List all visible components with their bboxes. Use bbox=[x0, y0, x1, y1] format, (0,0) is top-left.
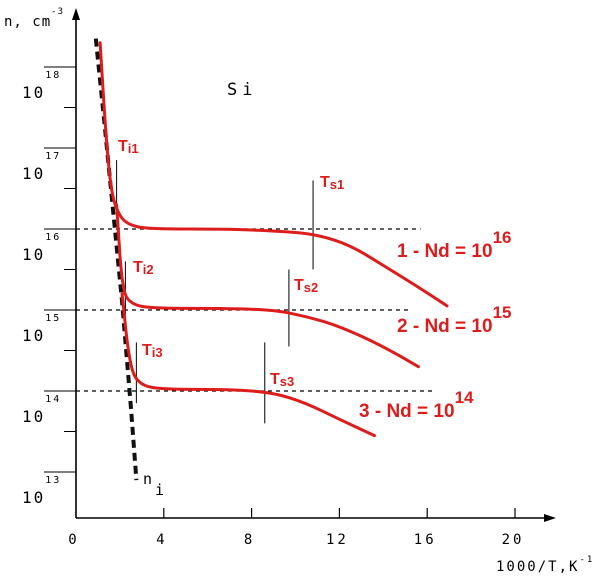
series-label: 2 - Nd = 1015 bbox=[397, 303, 512, 337]
material-label: Si bbox=[227, 80, 257, 100]
y-tick-label: 1013 bbox=[22, 475, 61, 507]
y-tick-label: 1015 bbox=[22, 313, 61, 345]
y-tick-label: 1016 bbox=[22, 232, 61, 264]
intrinsic-curve bbox=[93, 38, 139, 481]
series-label: 3 - Nd = 1014 bbox=[359, 388, 474, 422]
x-axis-title: 1000/T,K-1 bbox=[496, 555, 594, 575]
intrinsic-label: ni bbox=[143, 470, 167, 499]
x-tick-label: 0 bbox=[68, 532, 79, 548]
curves bbox=[93, 38, 449, 481]
x-tick-label: 12 bbox=[326, 532, 349, 548]
ti-label: Ti2 bbox=[133, 259, 154, 277]
ts-label: Ts3 bbox=[270, 371, 294, 389]
y-axis-title: n, cm-3 bbox=[4, 7, 64, 30]
x-tick-label: 8 bbox=[244, 532, 255, 548]
y-axis-arrow bbox=[72, 8, 80, 20]
x-axis-arrow bbox=[544, 514, 556, 522]
series-curve bbox=[98, 41, 449, 308]
y-tick-label: 1014 bbox=[22, 394, 61, 426]
axes: 0 4 8 12 16 20 1013 1014 1015 1016 1017 1018 n, cm-3… bbox=[4, 7, 594, 575]
annotation-labels: ni Ti1 Ts1 1 - Nd = 1016 Ti2 Ts2 2 - Nd = 1015… bbox=[118, 138, 512, 499]
series-curve bbox=[115, 203, 420, 369]
y-tick-label: 1018 bbox=[22, 70, 61, 102]
x-tick-label: 16 bbox=[414, 532, 437, 548]
ti-label: Ti1 bbox=[118, 138, 139, 156]
x-tick-label: 4 bbox=[156, 532, 167, 548]
y-tick-label: 1017 bbox=[22, 151, 61, 183]
ts-label: Ts2 bbox=[294, 277, 318, 295]
series-curve bbox=[120, 292, 376, 438]
ts-label: Ts1 bbox=[320, 174, 344, 192]
x-tick-label: 20 bbox=[502, 532, 525, 548]
series-label: 1 - Nd = 1016 bbox=[397, 228, 512, 262]
ti-label: Ti3 bbox=[142, 342, 163, 360]
